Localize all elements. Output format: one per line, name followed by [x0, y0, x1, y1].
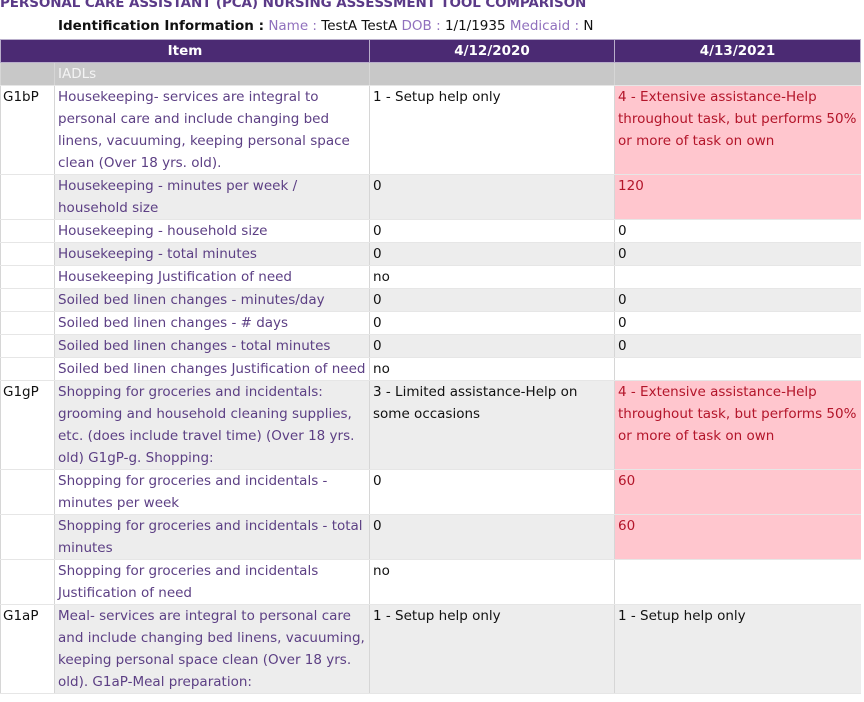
row-value-date-1: 0 [369, 174, 615, 220]
row-value-date-2: 0 [614, 311, 861, 335]
row-value-date-1: 0 [369, 242, 615, 266]
row-code: G1bP [0, 85, 55, 175]
table-row: Shopping for groceries and incidentals -… [0, 514, 861, 560]
table-row: G1bP Housekeeping- services are integral … [0, 85, 861, 175]
row-value-date-2 [614, 265, 861, 289]
row-value-date-2 [614, 357, 861, 381]
identification-label: Identification Information : [58, 18, 265, 34]
row-item: Soiled bed linen changes - minutes/day [53, 288, 370, 312]
row-value-date-2: 0 [614, 288, 861, 312]
row-item: Housekeeping - total minutes [53, 242, 370, 266]
table-row: Soiled bed linen changes - minutes/day 0 0 [0, 288, 861, 312]
row-value-date-1: 0 [369, 288, 615, 312]
table-row: Soiled bed linen changes - total minutes… [0, 334, 861, 358]
row-value-date-2: 1 - Setup help only [614, 604, 861, 694]
row-value-date-1: 0 [369, 514, 615, 560]
row-code: G1aP [0, 604, 55, 694]
table-row: Housekeeping Justification of need no [0, 265, 861, 289]
row-value-date-1: 0 [369, 219, 615, 243]
row-value-date-1: no [369, 559, 615, 605]
row-code [0, 219, 55, 243]
row-value-date-2: 120 [614, 174, 861, 220]
row-item: Soiled bed linen changes Justification o… [53, 357, 370, 381]
dob-value: 1/1/1935 [444, 18, 506, 34]
row-item: Shopping for groceries and incidentals J… [53, 559, 370, 605]
row-value-date-2 [614, 559, 861, 605]
medicaid-label: Medicaid : [509, 18, 580, 34]
row-code [0, 469, 55, 515]
page-title: PERSONAL CARE ASSISTANT (PCA) NURSING AS… [0, 0, 587, 11]
table-row: Soiled bed linen changes - # days 0 0 [0, 311, 861, 335]
name-label: Name : [268, 18, 317, 34]
table-header-row: Item 4/12/2020 4/13/2021 [0, 39, 862, 63]
medicaid-value: N [583, 18, 594, 34]
row-item: Housekeeping Justification of need [53, 265, 370, 289]
row-value-date-2: 4 - Extensive assistance-Help throughout… [614, 380, 861, 470]
row-code [0, 514, 55, 560]
column-header-date-1: 4/12/2020 [369, 39, 616, 63]
row-code [0, 242, 55, 266]
section-label: IADLs [53, 62, 370, 86]
row-value-date-1: 1 - Setup help only [369, 85, 615, 175]
row-value-date-1: 3 - Limited assistance-Help on some occa… [369, 380, 615, 470]
table-row: Shopping for groceries and incidentals -… [0, 469, 861, 515]
row-item: Soiled bed linen changes - total minutes [53, 334, 370, 358]
section-cell [614, 62, 861, 86]
row-value-date-2: 0 [614, 219, 861, 243]
row-value-date-1: 0 [369, 311, 615, 335]
row-value-date-2: 0 [614, 242, 861, 266]
row-code [0, 357, 55, 381]
section-code-cell [0, 62, 55, 86]
table-row: Housekeeping - minutes per week / househ… [0, 174, 861, 220]
row-item: Meal- services are integral to personal … [53, 604, 370, 694]
table-row: Housekeeping - total minutes 0 0 [0, 242, 861, 266]
row-item: Housekeeping- services are integral to p… [53, 85, 370, 175]
row-code [0, 265, 55, 289]
section-row-iadls: IADLs [0, 62, 861, 86]
column-header-item: Item [0, 39, 371, 63]
row-value-date-2: 60 [614, 514, 861, 560]
section-cell [369, 62, 615, 86]
row-value-date-2: 0 [614, 334, 861, 358]
row-value-date-1: 1 - Setup help only [369, 604, 615, 694]
row-code [0, 334, 55, 358]
row-value-date-1: 0 [369, 334, 615, 358]
row-value-date-2: 60 [614, 469, 861, 515]
row-value-date-1: 0 [369, 469, 615, 515]
table-row: G1gP Shopping for groceries and incidenta… [0, 380, 861, 470]
table-row: Soiled bed linen changes Justification o… [0, 357, 861, 381]
identification-info: Identification Information : Name : Test… [58, 18, 593, 34]
row-value-date-2: 4 - Extensive assistance-Help throughout… [614, 85, 861, 175]
dob-label: DOB : [401, 18, 441, 34]
table-row: Shopping for groceries and incidentals J… [0, 559, 861, 605]
comparison-table: Item 4/12/2020 4/13/2021 IADLs G1bP House… [0, 39, 862, 694]
table-row: G1aP Meal- services are integral to perso… [0, 604, 861, 694]
name-value: TestA TestA [321, 18, 398, 34]
column-header-date-2: 4/13/2021 [614, 39, 862, 63]
row-code [0, 311, 55, 335]
row-item: Shopping for groceries and incidentals: … [53, 380, 370, 470]
row-value-date-1: no [369, 265, 615, 289]
row-item: Housekeeping - household size [53, 219, 370, 243]
row-item: Soiled bed linen changes - # days [53, 311, 370, 335]
row-item: Housekeeping - minutes per week / househ… [53, 174, 370, 220]
row-code [0, 174, 55, 220]
row-item: Shopping for groceries and incidentals -… [53, 469, 370, 515]
row-code [0, 288, 55, 312]
row-code [0, 559, 55, 605]
table-row: Housekeeping - household size 0 0 [0, 219, 861, 243]
row-item: Shopping for groceries and incidentals -… [53, 514, 370, 560]
row-value-date-1: no [369, 357, 615, 381]
row-code: G1gP [0, 380, 55, 470]
